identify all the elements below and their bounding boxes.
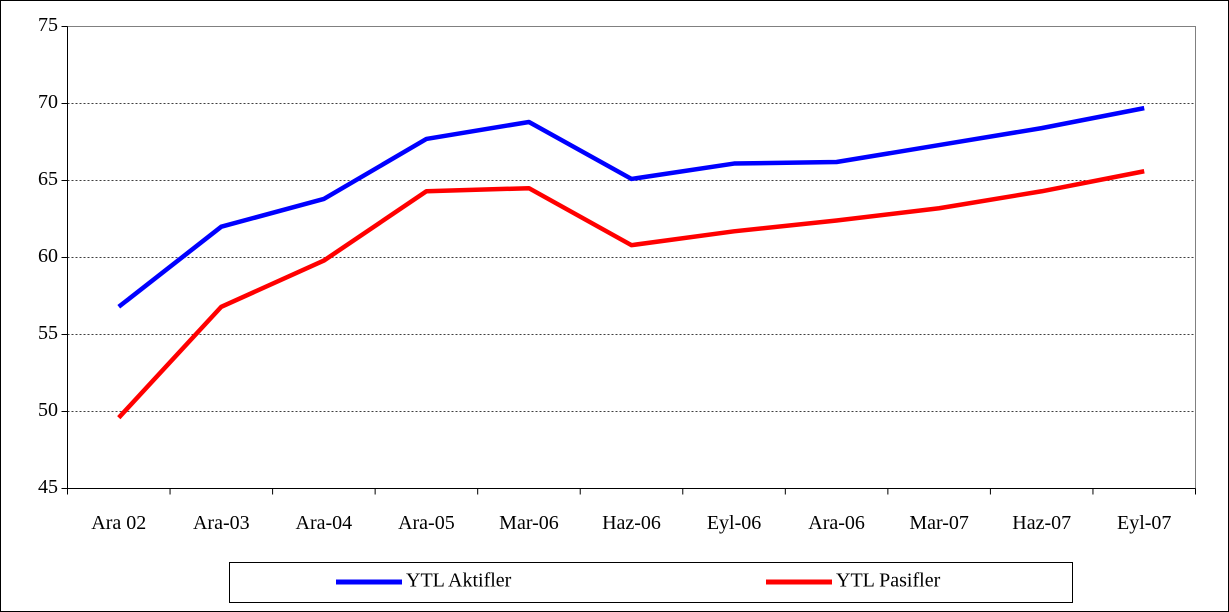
line-series [117, 105, 1145, 309]
legend-label: YTL Pasifler [836, 570, 941, 592]
x-tick-label: Mar-06 [499, 512, 559, 534]
x-tick-label: Haz-07 [1012, 512, 1071, 534]
y-tick-label: 65 [38, 168, 58, 190]
x-tick-label: Haz-06 [602, 512, 661, 534]
x-tick-label: Ara-06 [808, 512, 865, 534]
x-tick-label: Ara-05 [398, 512, 455, 534]
y-tick-label: 75 [38, 14, 58, 36]
legend-frame [229, 562, 1073, 603]
x-tick-label: Ara 02 [91, 512, 146, 534]
x-tick-label: Ara-04 [296, 512, 353, 534]
y-tick-label: 50 [38, 399, 58, 421]
y-tick-label: 60 [38, 245, 58, 267]
y-tick-label: 70 [38, 91, 58, 113]
line-series [117, 169, 1145, 420]
x-tick-label: Eyl-07 [1117, 512, 1171, 534]
x-tick-label: Eyl-06 [707, 512, 761, 534]
y-tick-label: 45 [38, 476, 58, 498]
x-tick-label: Mar-07 [909, 512, 969, 534]
x-tick-label: Ara-03 [193, 512, 250, 534]
y-tick-label: 55 [38, 322, 58, 344]
legend-label: YTL Aktifler [406, 570, 512, 592]
